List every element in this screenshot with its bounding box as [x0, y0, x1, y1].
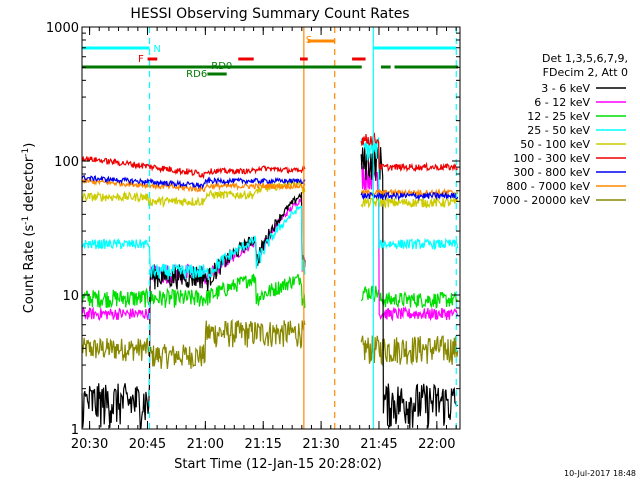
series-line — [81, 318, 459, 369]
y-axis-label-part: detector — [22, 156, 37, 216]
legend-entry-label: 25 - 50 keV — [527, 124, 590, 137]
flag-label: N — [153, 44, 160, 55]
legend: Det 1,3,5,6,7,9,FDecim 2, Att 0 3 - 6 keV… — [492, 52, 628, 207]
y-axis-label-part: Count Rate (s — [22, 225, 37, 314]
x-tick-label: 20:45 — [129, 437, 166, 452]
flag-label: S — [306, 35, 312, 46]
x-tick-label: 21:30 — [302, 437, 339, 452]
series-line — [81, 174, 459, 202]
flag-label: RD6 — [186, 69, 207, 80]
legend-entry-label: 3 - 6 keV — [541, 82, 590, 95]
x-axis-label: Start Time (12-Jan-15 20:28:02) — [174, 457, 382, 472]
x-axis-ticks: 20:30 20:45 21:00 21:15 21:30 21:45 22:00 — [71, 27, 457, 452]
legend-header: Det 1,3,5,6,7,9, — [542, 52, 628, 65]
chart-title: HESSI Observing Summary Count Rates — [130, 6, 409, 22]
vertical-markers — [148, 27, 457, 429]
y-tick-label: 1 — [71, 423, 79, 438]
legend-entry-label: 300 - 800 keV — [513, 166, 590, 179]
x-tick-label: 20:30 — [71, 437, 108, 452]
legend-entry-label: 6 - 12 keV — [534, 96, 590, 109]
legend-entry-label: 50 - 100 keV — [520, 138, 590, 151]
series-line — [81, 273, 459, 309]
y-tick-label: 1000 — [46, 21, 79, 36]
flag-label: RD0 — [211, 61, 232, 72]
legend-entry-label: 7000 - 20000 keV — [492, 194, 590, 207]
legend-entry-label: 100 - 300 keV — [513, 152, 590, 165]
y-axis-label: Count Rate (s-1 detector-1) — [21, 143, 37, 314]
x-tick-label: 21:00 — [187, 437, 224, 452]
timestamp: 10-Jul-2017 18:48 — [564, 469, 636, 478]
plot-frame — [81, 26, 461, 430]
y-axis-label-sup: -1 — [21, 216, 31, 225]
series-layer — [81, 131, 459, 431]
series-line — [81, 179, 459, 209]
flag-label: F — [138, 54, 144, 65]
legend-entry-label: 12 - 25 keV — [527, 110, 590, 123]
series-line — [81, 137, 459, 281]
series-line — [81, 131, 458, 180]
x-tick-label: 21:15 — [244, 437, 281, 452]
y-tick-label: 10 — [62, 289, 79, 304]
y-tick-label: 100 — [54, 155, 79, 170]
legend-header: FDecim 2, Att 0 — [543, 66, 628, 79]
y-axis-label-part: ) — [22, 143, 37, 148]
y-axis-ticks: 1 10 100 1000 — [46, 21, 460, 438]
y-axis-label-sup: -1 — [21, 148, 31, 157]
x-tick-label: 22:00 — [418, 437, 455, 452]
legend-entry-label: 800 - 7000 keV — [506, 180, 590, 193]
flag-bars: NF S RD0 RD6 — [82, 35, 459, 80]
x-tick-label: 21:45 — [360, 437, 397, 452]
